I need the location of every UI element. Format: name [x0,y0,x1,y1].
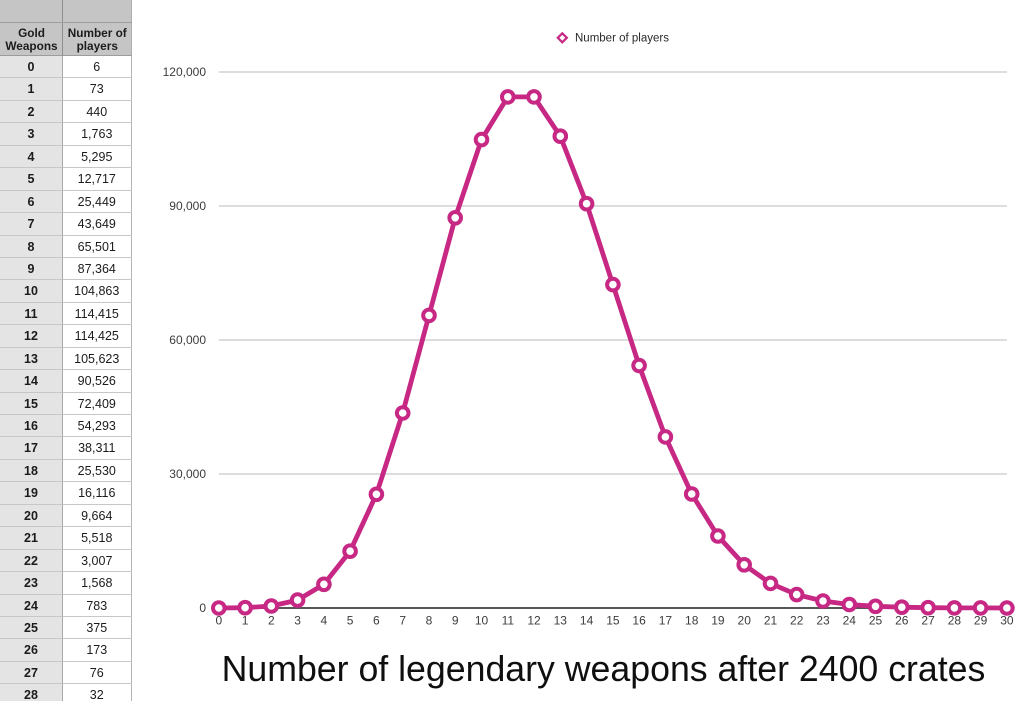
svg-text:12: 12 [527,614,541,628]
svg-text:29: 29 [974,614,988,628]
svg-text:18: 18 [685,614,699,628]
svg-text:22: 22 [790,614,804,628]
svg-text:0: 0 [215,614,222,628]
svg-text:21: 21 [764,614,778,628]
svg-text:17: 17 [659,614,673,628]
svg-text:120,000: 120,000 [163,65,207,79]
svg-text:1: 1 [242,614,249,628]
svg-text:60,000: 60,000 [169,333,206,347]
svg-text:5: 5 [347,614,354,628]
svg-text:8: 8 [426,614,433,628]
svg-text:28: 28 [948,614,962,628]
svg-text:2: 2 [268,614,275,628]
svg-text:11: 11 [502,614,515,628]
svg-text:26: 26 [895,614,909,628]
svg-text:7: 7 [399,614,406,628]
svg-text:27: 27 [921,614,935,628]
svg-text:6: 6 [373,614,380,628]
svg-text:14: 14 [580,614,594,628]
svg-text:30: 30 [1000,614,1014,628]
svg-text:24: 24 [843,614,857,628]
svg-text:Number of players: Number of players [575,33,669,45]
svg-text:3: 3 [294,614,301,628]
svg-text:23: 23 [816,614,830,628]
svg-text:90,000: 90,000 [169,199,206,213]
svg-text:Number of legendary weapons af: Number of legendary weapons after 2400 c… [222,649,986,689]
svg-text:30,000: 30,000 [169,467,206,481]
svg-text:10: 10 [475,614,489,628]
svg-text:19: 19 [711,614,725,628]
svg-text:25: 25 [869,614,883,628]
svg-text:0: 0 [199,601,206,615]
svg-text:20: 20 [738,614,752,628]
svg-text:9: 9 [452,614,459,628]
svg-text:15: 15 [606,614,620,628]
svg-text:16: 16 [632,614,646,628]
svg-text:13: 13 [554,614,568,628]
svg-text:4: 4 [321,614,328,628]
